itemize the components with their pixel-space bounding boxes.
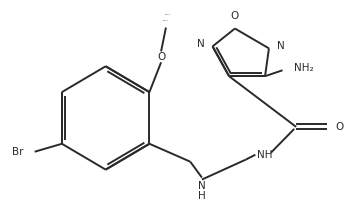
Text: Br: Br (12, 147, 24, 157)
Text: methoxy: methoxy (165, 14, 171, 15)
Text: N: N (197, 39, 205, 49)
Text: H: H (198, 191, 206, 201)
Text: N: N (277, 41, 284, 51)
Text: NH₂: NH₂ (294, 63, 314, 73)
Text: methoxy: methoxy (163, 20, 169, 21)
Text: O: O (335, 122, 343, 132)
Text: NH: NH (257, 150, 273, 160)
Text: O: O (231, 10, 239, 20)
Text: N: N (198, 181, 206, 191)
Text: O: O (157, 52, 165, 62)
